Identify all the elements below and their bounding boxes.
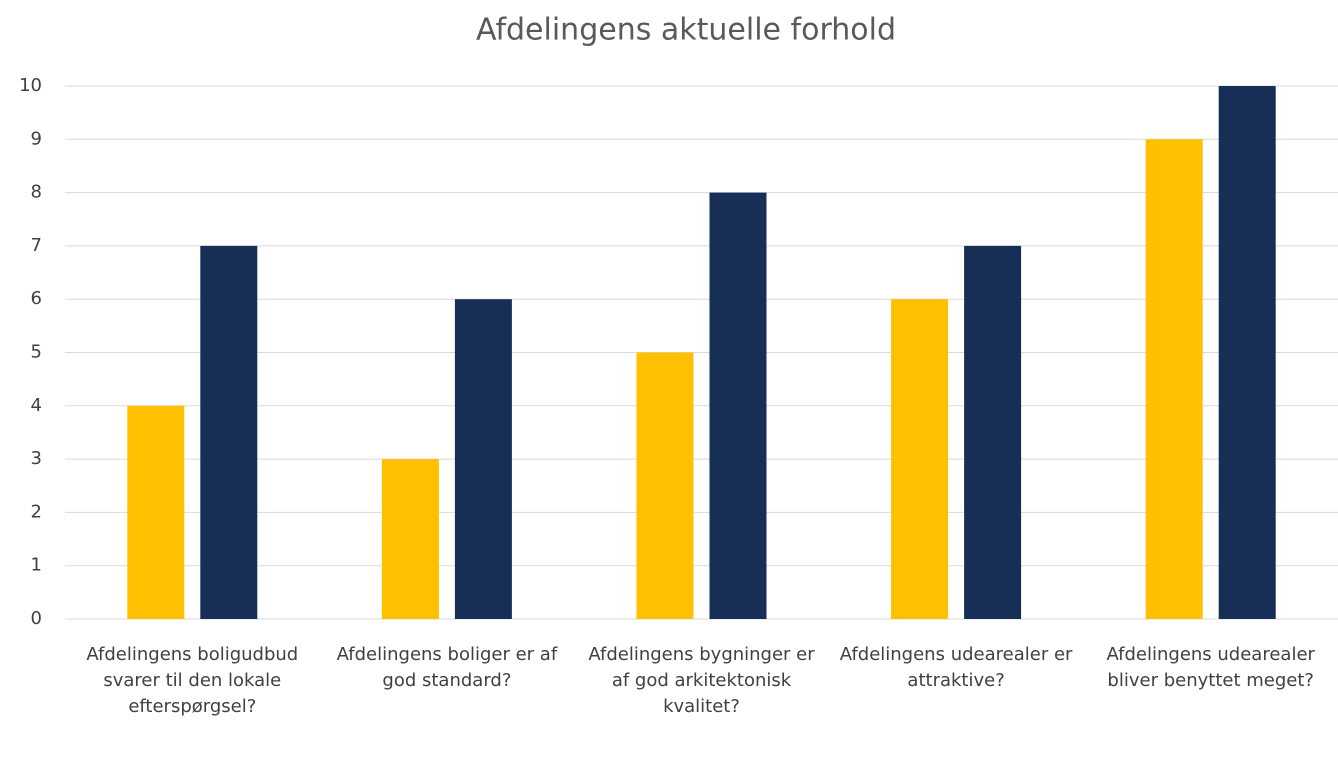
bar xyxy=(1218,86,1276,619)
y-tick-label: 0 xyxy=(31,608,42,629)
bar xyxy=(964,245,1022,619)
y-tick-label: 4 xyxy=(31,395,42,416)
x-tick-label: Afdelingens bygninger er af god arkitekto… xyxy=(588,644,815,717)
y-tick-label: 1 xyxy=(31,555,42,576)
x-tick-label: Afdelingens udearealer er attraktive? xyxy=(840,644,1073,691)
bar xyxy=(454,299,512,619)
bar xyxy=(1145,139,1203,620)
x-tick-label: Afdelingens boliger er af god standard? xyxy=(337,644,558,691)
x-tick-label: Afdelingens udearealer bliver benyttet me… xyxy=(1106,644,1315,691)
bar xyxy=(381,459,439,619)
y-tick-label: 5 xyxy=(31,342,42,363)
y-tick-label: 7 xyxy=(31,235,42,256)
bar xyxy=(891,299,949,619)
bar xyxy=(709,192,767,619)
bar xyxy=(127,405,185,619)
y-tick-label: 6 xyxy=(31,288,42,309)
y-tick-label: 3 xyxy=(31,448,42,469)
y-tick-label: 9 xyxy=(31,128,42,149)
x-tick-label: Afdelingens boligudbud svarer til den lok… xyxy=(86,644,298,717)
y-tick-label: 2 xyxy=(31,501,42,522)
y-tick-label: 8 xyxy=(31,182,42,203)
bar xyxy=(636,352,694,619)
bar xyxy=(200,245,258,619)
chart-title: Afdelingens aktuelle forhold xyxy=(476,13,896,48)
y-tick-label: 10 xyxy=(19,75,42,96)
